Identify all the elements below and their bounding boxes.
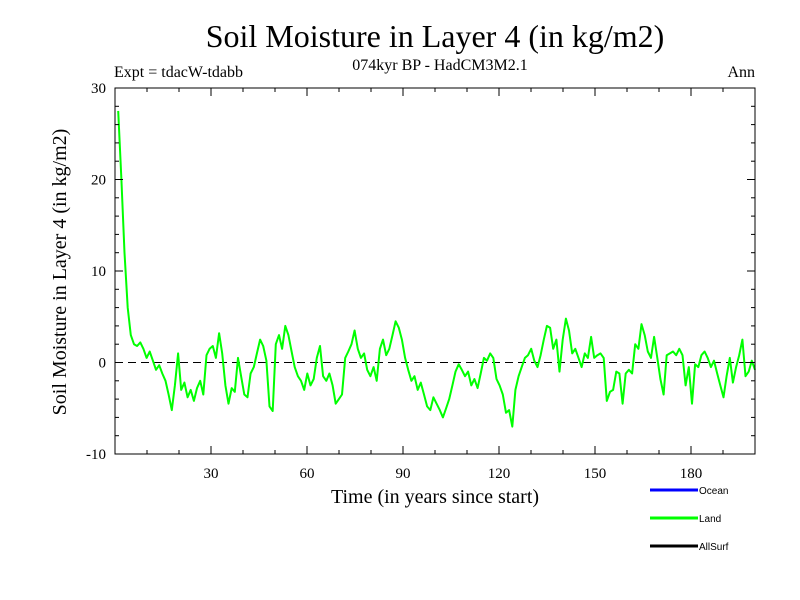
y-tick-label: 30 bbox=[91, 81, 106, 97]
plot-area: 30 60 90 120 150 180 -10 0 10 20 30 bbox=[86, 81, 756, 482]
experiment-label: Expt = tdacW-tdabb bbox=[114, 64, 243, 81]
x-tick-label: 120 bbox=[488, 466, 511, 482]
chart-subtitle: 074kyr BP - HadCM3M2.1 bbox=[352, 57, 527, 74]
y-tick-label: -10 bbox=[86, 447, 106, 463]
series-line-land bbox=[117, 110, 756, 428]
season-label: Ann bbox=[727, 64, 755, 81]
y-tick-label: 10 bbox=[91, 264, 106, 280]
x-tick-label: 60 bbox=[300, 466, 315, 482]
legend: Ocean Land AllSurf bbox=[650, 486, 729, 553]
legend-label-land: Land bbox=[699, 514, 721, 525]
x-axis-label: Time (in years since start) bbox=[331, 486, 539, 508]
x-tick-label: 180 bbox=[680, 466, 703, 482]
chart-title: Soil Moisture in Layer 4 (in kg/m2) bbox=[206, 18, 665, 54]
y-tick-label: 20 bbox=[91, 173, 106, 189]
legend-label-allsurf: AllSurf bbox=[699, 542, 729, 553]
x-tick-label: 150 bbox=[584, 466, 607, 482]
y-tick-label: 0 bbox=[99, 356, 107, 372]
legend-label-ocean: Ocean bbox=[699, 486, 728, 497]
y-axis-label: Soil Moisture in Layer 4 (in kg/m2) bbox=[49, 129, 71, 416]
x-tick-label: 90 bbox=[396, 466, 411, 482]
x-tick-label: 30 bbox=[204, 466, 219, 482]
